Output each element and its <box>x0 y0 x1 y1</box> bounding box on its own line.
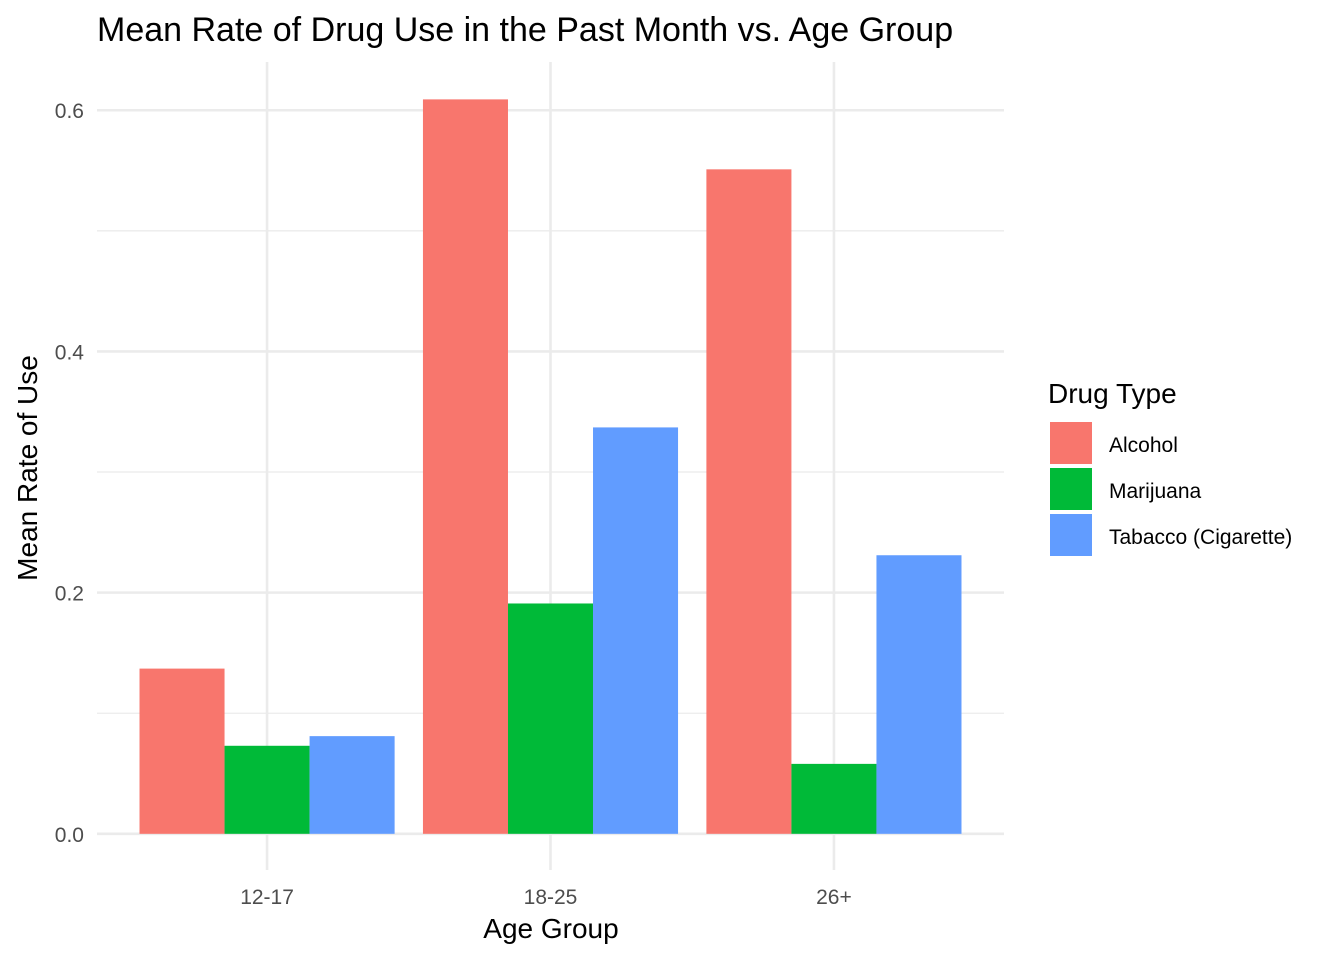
bars <box>139 99 962 834</box>
y-tick-label: 0.6 <box>55 100 84 123</box>
y-tick-label: 0.0 <box>55 824 84 847</box>
x-tick-labels: 12-17 18-25 26+ <box>240 886 852 909</box>
legend-label: Alcohol <box>1109 434 1178 457</box>
legend-title: Drug Type <box>1048 378 1177 409</box>
legend-label: Tabacco (Cigarette) <box>1109 526 1292 549</box>
y-axis-title: Mean Rate of Use <box>12 355 43 581</box>
x-tick-label: 26+ <box>816 886 852 909</box>
legend-swatch <box>1050 514 1092 556</box>
x-tick-label: 18-25 <box>524 886 578 909</box>
chart-title: Mean Rate of Drug Use in the Past Month … <box>97 11 953 49</box>
x-tick-label: 12-17 <box>240 886 294 909</box>
bar <box>309 736 395 834</box>
bar <box>507 603 594 834</box>
y-tick-label: 0.4 <box>55 341 85 364</box>
x-axis-title: Age Group <box>483 913 618 944</box>
y-tick-label: 0.2 <box>55 583 84 606</box>
bar <box>422 99 508 834</box>
legend-items: Alcohol Marijuana Tabacco (Cigarette) <box>1050 422 1292 556</box>
bar <box>791 763 877 834</box>
bar <box>224 745 310 834</box>
legend: Drug Type Alcohol Marijuana Tabacco (Cigar… <box>1048 378 1292 556</box>
bar <box>593 427 679 834</box>
bar <box>139 668 225 834</box>
legend-swatch <box>1050 422 1092 464</box>
y-tick-labels: 0.0 0.2 0.4 0.6 <box>55 100 85 847</box>
bar <box>876 555 962 834</box>
bar <box>706 169 792 834</box>
legend-swatch <box>1050 468 1092 510</box>
legend-label: Marijuana <box>1109 480 1202 503</box>
